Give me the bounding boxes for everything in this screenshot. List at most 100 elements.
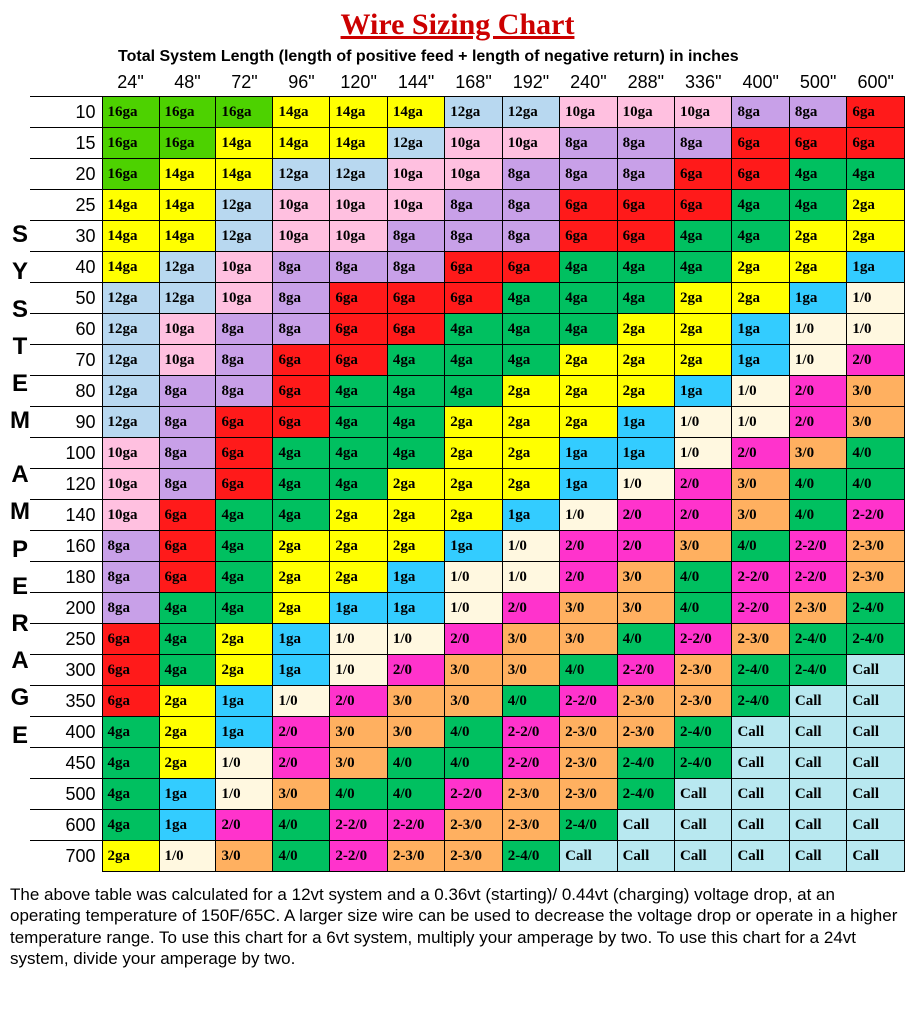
table-cell: 3/0	[216, 841, 273, 872]
table-cell: 6ga	[847, 128, 905, 159]
table-cell: 4ga	[387, 438, 444, 469]
column-header: 500"	[789, 68, 846, 97]
table-cell: 1/0	[216, 779, 273, 810]
row-header: 40	[30, 252, 102, 283]
table-row: 1808ga6ga4ga2ga2ga1ga1/01/02/03/04/02-2/…	[30, 562, 905, 593]
table-cell: 2/0	[675, 500, 732, 531]
table-row: 4504ga2ga1/02/03/04/04/02-2/02-3/02-4/02…	[30, 748, 905, 779]
table-cell: 10ga	[330, 190, 387, 221]
table-cell: 2ga	[159, 686, 216, 717]
table-cell: 2ga	[847, 190, 905, 221]
table-cell: 10ga	[617, 97, 674, 128]
table-cell: 4ga	[617, 283, 674, 314]
table-cell: 2/0	[847, 345, 905, 376]
table-cell: Call	[789, 748, 846, 779]
table-cell: 2-4/0	[847, 593, 905, 624]
table-cell: 2ga	[502, 438, 559, 469]
table-cell: 1ga	[675, 376, 732, 407]
table-cell: 2-4/0	[617, 748, 674, 779]
table-cell: Call	[675, 779, 732, 810]
table-cell: 4ga	[732, 190, 789, 221]
column-header: 120"	[330, 68, 387, 97]
table-cell: 3/0	[502, 624, 559, 655]
table-cell: 6ga	[159, 562, 216, 593]
table-cell: 4ga	[273, 438, 330, 469]
row-header: 90	[30, 407, 102, 438]
table-cell: 10ga	[216, 252, 273, 283]
table-cell: 1ga	[273, 655, 330, 686]
table-cell: 1/0	[445, 593, 502, 624]
table-cell: 2/0	[789, 376, 846, 407]
table-cell: 2-4/0	[560, 810, 617, 841]
table-cell: 2ga	[387, 500, 444, 531]
row-header: 25	[30, 190, 102, 221]
row-header: 70	[30, 345, 102, 376]
table-cell: 2-4/0	[732, 655, 789, 686]
table-cell: 12ga	[102, 345, 159, 376]
table-cell: 1/0	[502, 531, 559, 562]
table-cell: 3/0	[560, 593, 617, 624]
table-cell: 12ga	[159, 283, 216, 314]
table-cell: Call	[732, 717, 789, 748]
table-cell: 3/0	[560, 624, 617, 655]
table-cell: 12ga	[502, 97, 559, 128]
table-cell: 2/0	[445, 624, 502, 655]
table-cell: Call	[675, 810, 732, 841]
column-header: 24"	[102, 68, 159, 97]
table-cell: 3/0	[273, 779, 330, 810]
table-cell: 8ga	[502, 159, 559, 190]
row-header: 60	[30, 314, 102, 345]
table-cell: Call	[732, 779, 789, 810]
table-cell: 2/0	[330, 686, 387, 717]
table-cell: 2/0	[560, 562, 617, 593]
table-cell: 6ga	[847, 97, 905, 128]
table-cell: 14ga	[102, 252, 159, 283]
table-cell: 2ga	[330, 562, 387, 593]
row-header: 120	[30, 469, 102, 500]
table-cell: 6ga	[617, 221, 674, 252]
table-cell: 2ga	[502, 469, 559, 500]
table-cell: Call	[617, 810, 674, 841]
table-cell: 1/0	[502, 562, 559, 593]
table-cell: 4/0	[847, 469, 905, 500]
table-cell: 3/0	[617, 562, 674, 593]
table-cell: 2/0	[675, 469, 732, 500]
table-cell: 4ga	[789, 159, 846, 190]
table-cell: 2ga	[216, 655, 273, 686]
column-header: 48"	[159, 68, 216, 97]
table-row: 4004ga2ga1ga2/03/03/04/02-2/02-3/02-3/02…	[30, 717, 905, 748]
table-cell: 2-4/0	[675, 717, 732, 748]
table-cell: 2-2/0	[675, 624, 732, 655]
table-cell: 16ga	[102, 128, 159, 159]
table-cell: 6ga	[732, 128, 789, 159]
table-cell: 2ga	[216, 624, 273, 655]
table-cell: 8ga	[560, 128, 617, 159]
table-cell: 3/0	[847, 407, 905, 438]
table-cell: 8ga	[159, 407, 216, 438]
table-cell: 14ga	[159, 221, 216, 252]
table-cell: 1ga	[560, 438, 617, 469]
table-cell: 2ga	[502, 376, 559, 407]
row-header: 50	[30, 283, 102, 314]
table-cell: 1ga	[847, 252, 905, 283]
table-row: 2514ga14ga12ga10ga10ga10ga8ga8ga6ga6ga6g…	[30, 190, 905, 221]
table-cell: 4ga	[330, 438, 387, 469]
table-cell: 8ga	[159, 438, 216, 469]
table-cell: 8ga	[159, 469, 216, 500]
table-cell: 1ga	[617, 438, 674, 469]
table-cell: 2ga	[445, 500, 502, 531]
table-cell: 6ga	[102, 686, 159, 717]
table-cell: Call	[847, 686, 905, 717]
table-cell: 2-2/0	[560, 686, 617, 717]
table-cell: Call	[732, 748, 789, 779]
table-cell: 16ga	[216, 97, 273, 128]
table-cell: 6ga	[102, 655, 159, 686]
table-cell: 4/0	[330, 779, 387, 810]
table-cell: 4/0	[273, 841, 330, 872]
table-cell: 6ga	[216, 407, 273, 438]
table-cell: 3/0	[675, 531, 732, 562]
table-cell: 10ga	[330, 221, 387, 252]
table-cell: 1ga	[273, 624, 330, 655]
table-cell: 2ga	[617, 314, 674, 345]
table-cell: 4ga	[560, 314, 617, 345]
